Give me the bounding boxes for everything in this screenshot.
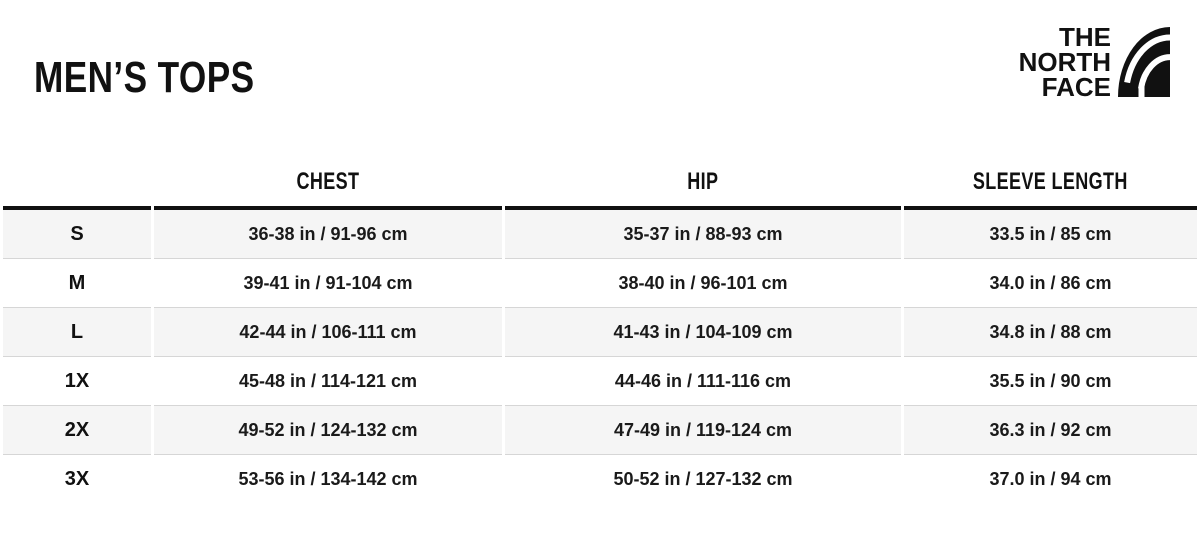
table-row-2x: 2X 49-52 in / 124-132 cm 47-49 in / 119-… <box>3 406 1197 455</box>
sleeve-cell: 34.0 in / 86 cm <box>904 259 1197 308</box>
column-header-size <box>3 158 151 210</box>
table-row-3x: 3X 53-56 in / 134-142 cm 50-52 in / 127-… <box>3 455 1197 503</box>
size-cell: 3X <box>3 455 151 503</box>
size-cell: S <box>3 210 151 259</box>
hip-cell: 38-40 in / 96-101 cm <box>505 259 901 308</box>
hip-cell: 50-52 in / 127-132 cm <box>505 455 901 503</box>
column-header-chest: CHEST <box>154 158 502 210</box>
size-cell: 1X <box>3 357 151 406</box>
size-chart-table: CHEST HIP SLEEVE LENGTH S 36-38 in / 91-… <box>0 158 1200 503</box>
logo-line-the: THE <box>1059 27 1111 52</box>
the-north-face-logo: THE NORTH FACE <box>1019 27 1170 97</box>
size-cell: M <box>3 259 151 308</box>
table-row-l: L 42-44 in / 106-111 cm 41-43 in / 104-1… <box>3 308 1197 357</box>
sleeve-cell: 34.8 in / 88 cm <box>904 308 1197 357</box>
sleeve-cell: 37.0 in / 94 cm <box>904 455 1197 503</box>
chest-cell: 42-44 in / 106-111 cm <box>154 308 502 357</box>
sleeve-cell: 36.3 in / 92 cm <box>904 406 1197 455</box>
size-cell: 2X <box>3 406 151 455</box>
chest-cell: 53-56 in / 134-142 cm <box>154 455 502 503</box>
chest-cell: 45-48 in / 114-121 cm <box>154 357 502 406</box>
table-row-m: M 39-41 in / 91-104 cm 38-40 in / 96-101… <box>3 259 1197 308</box>
size-cell: L <box>3 308 151 357</box>
sleeve-cell: 35.5 in / 90 cm <box>904 357 1197 406</box>
chest-cell: 39-41 in / 91-104 cm <box>154 259 502 308</box>
hip-cell: 35-37 in / 88-93 cm <box>505 210 901 259</box>
page-title: MEN’S TOPS <box>34 53 255 102</box>
header-row: CHEST HIP SLEEVE LENGTH <box>3 158 1197 210</box>
chest-cell: 49-52 in / 124-132 cm <box>154 406 502 455</box>
hip-cell: 41-43 in / 104-109 cm <box>505 308 901 357</box>
logo-line-north: NORTH <box>1019 47 1111 77</box>
logo-line-face: FACE <box>1042 72 1111 97</box>
sleeve-cell: 33.5 in / 85 cm <box>904 210 1197 259</box>
hip-cell: 44-46 in / 111-116 cm <box>505 357 901 406</box>
column-header-sleeve-length: SLEEVE LENGTH <box>904 158 1197 210</box>
half-dome-icon <box>1118 27 1170 97</box>
table-row-1x: 1X 45-48 in / 114-121 cm 44-46 in / 111-… <box>3 357 1197 406</box>
chest-cell: 36-38 in / 91-96 cm <box>154 210 502 259</box>
table-row-s: S 36-38 in / 91-96 cm 35-37 in / 88-93 c… <box>3 210 1197 259</box>
hip-cell: 47-49 in / 119-124 cm <box>505 406 901 455</box>
column-header-hip: HIP <box>505 158 901 210</box>
